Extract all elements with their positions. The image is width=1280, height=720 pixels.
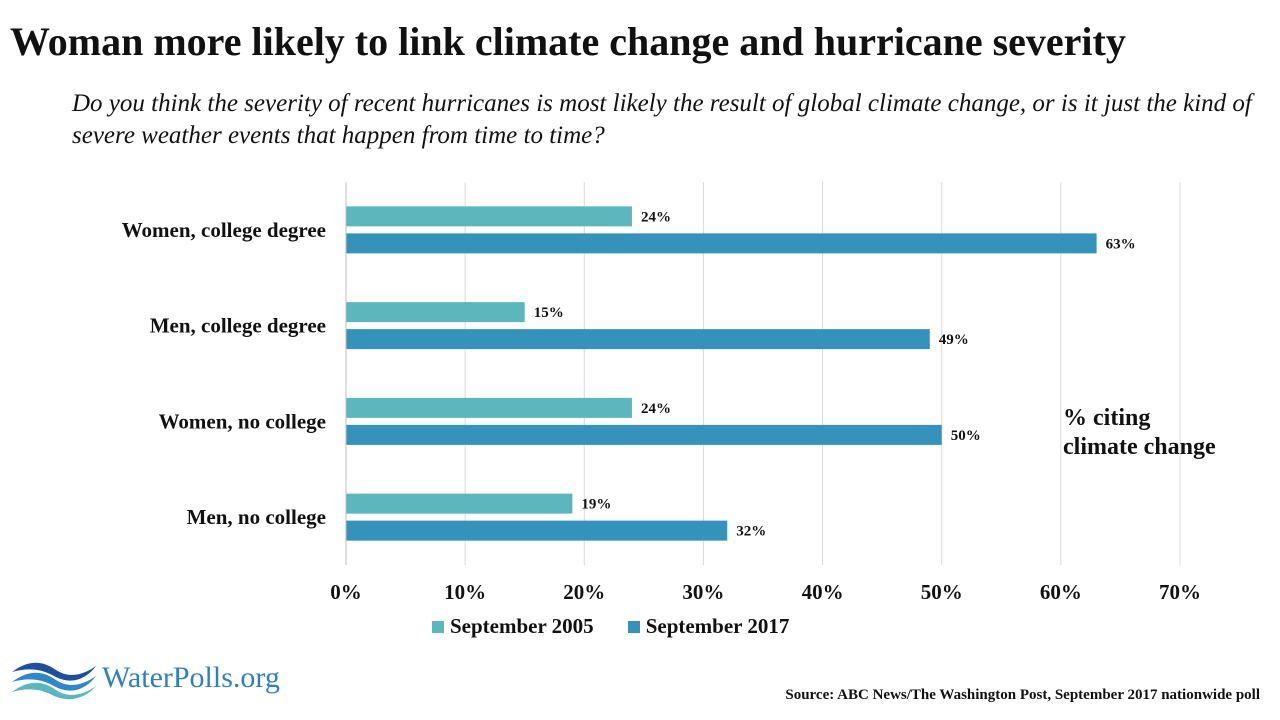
x-tick-label: 40% [802, 580, 844, 604]
data-label: 19% [581, 497, 611, 513]
data-label: 15% [534, 305, 564, 321]
x-tick-label: 10% [444, 580, 486, 604]
x-tick-label: 70% [1159, 580, 1201, 604]
bar-september-2005 [346, 206, 632, 227]
chart-title: Woman more likely to link climate change… [10, 19, 1126, 64]
legend-item-september-2005: September 2005 [432, 614, 594, 639]
data-labels: 24% 63% 15% 49% 24% 50% 19% 32% [534, 209, 1136, 539]
x-tick-label: 0% [330, 580, 362, 604]
legend: September 2005 September 2017 [432, 614, 823, 639]
category-label: Women, college degree [122, 218, 326, 242]
x-tick-label: 30% [682, 580, 724, 604]
bar-september-2005 [346, 397, 632, 418]
data-label: 63% [1106, 236, 1136, 252]
legend-swatch-september-2017 [627, 620, 640, 633]
bar-september-2017 [346, 233, 1097, 254]
data-label: 49% [939, 332, 969, 348]
legend-label-september-2017: September 2017 [645, 614, 790, 638]
x-tick-label: 50% [921, 580, 963, 604]
bar-september-2005 [346, 493, 573, 514]
data-label: 24% [641, 401, 671, 417]
data-label: 50% [951, 428, 981, 444]
legend-item-september-2017: September 2017 [627, 614, 790, 639]
category-label: Women, no college [159, 409, 326, 433]
bar-september-2017 [346, 520, 728, 541]
logo-text: WaterPolls.org [102, 661, 280, 694]
data-label: 24% [641, 209, 671, 225]
chart-subtitle: Do you think the severity of recent hurr… [72, 90, 1252, 149]
waves-icon [12, 662, 96, 700]
data-label: 32% [736, 524, 766, 540]
x-tick-label: 60% [1040, 580, 1082, 604]
x-tick-label: 20% [563, 580, 605, 604]
category-label: Men, college degree [150, 314, 326, 338]
bar-september-2005 [346, 302, 525, 323]
source-note: Source: ABC News/The Washington Post, Se… [785, 687, 1260, 703]
bar-september-2017 [346, 329, 930, 350]
waterpolls-logo: WaterPolls.org [10, 656, 280, 700]
bars [346, 206, 1097, 541]
x-axis-ticks: 0% 10% 20% 30% 40% 50% 60% 70% [330, 580, 1201, 604]
legend-swatch-september-2005 [432, 620, 444, 633]
bar-september-2017 [346, 424, 942, 445]
legend-label-september-2005: September 2005 [450, 614, 594, 638]
category-label: Men, no college [187, 505, 326, 529]
category-labels: Women, college degree Men, college degree… [122, 218, 326, 529]
chart-annotation: % citing climate change [1063, 405, 1216, 460]
